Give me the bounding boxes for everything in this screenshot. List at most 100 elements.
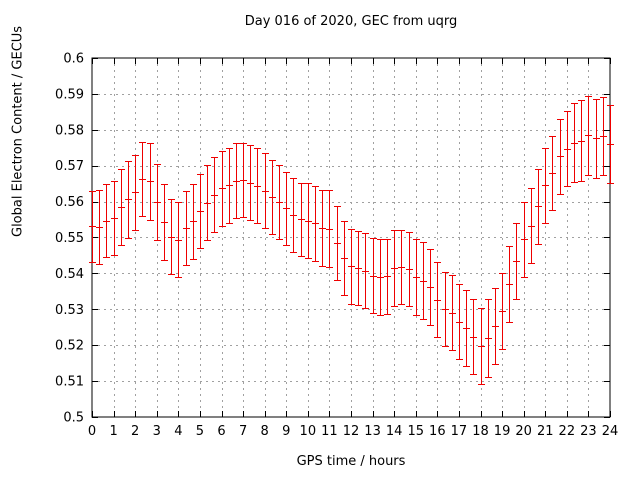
error-bar	[406, 232, 413, 307]
x-tick-labels: 0 1 2 3 4 5 6 7 8 9 10 11 12 13 14 15 16 17 18 19 20 21 22 23 24	[88, 424, 618, 439]
error-bar	[233, 143, 240, 219]
svg-text:9: 9	[282, 424, 290, 439]
axis-ticks	[92, 58, 611, 418]
error-bar	[175, 202, 182, 278]
error-bar	[470, 299, 477, 375]
svg-text:0.6: 0.6	[63, 52, 84, 67]
svg-text:0.53: 0.53	[55, 303, 84, 318]
y-tick-labels: 0.5 0.51 0.52 0.53 0.54 0.55 0.56 0.57 0.58 0.59 0…	[55, 52, 84, 426]
error-bar	[571, 103, 578, 183]
svg-text:0.51: 0.51	[55, 375, 84, 390]
error-bar	[434, 262, 441, 338]
svg-text:1: 1	[109, 424, 117, 439]
svg-text:0.58: 0.58	[55, 123, 84, 138]
error-bar	[96, 190, 103, 265]
error-bar	[478, 308, 485, 385]
error-bar	[168, 199, 175, 275]
error-bar	[305, 183, 312, 259]
error-bar	[370, 238, 377, 314]
svg-text:10: 10	[300, 424, 317, 439]
error-bar	[262, 153, 269, 229]
svg-text:0.59: 0.59	[55, 87, 84, 102]
error-bar	[485, 299, 492, 378]
error-bar	[362, 233, 369, 309]
error-bar	[269, 160, 276, 235]
error-bar	[499, 273, 506, 350]
error-bar	[240, 143, 247, 218]
error-bar	[276, 165, 283, 240]
svg-text:15: 15	[407, 424, 424, 439]
error-bar	[139, 142, 146, 217]
error-bar	[600, 97, 607, 176]
error-bar	[398, 230, 405, 305]
error-bar	[585, 96, 592, 176]
svg-text:14: 14	[386, 424, 403, 439]
svg-text:12: 12	[343, 424, 360, 439]
error-bar	[247, 145, 254, 221]
svg-text:0.56: 0.56	[55, 195, 84, 210]
svg-text:18: 18	[472, 424, 489, 439]
svg-text:23: 23	[580, 424, 597, 439]
error-bar	[506, 246, 513, 323]
error-bar	[463, 290, 470, 367]
svg-text:0.52: 0.52	[55, 339, 84, 354]
svg-text:6: 6	[217, 424, 225, 439]
svg-text:21: 21	[537, 424, 554, 439]
error-bar	[154, 164, 161, 241]
error-bar	[593, 99, 600, 179]
svg-text:17: 17	[451, 424, 468, 439]
error-bar	[348, 229, 355, 305]
error-bar	[118, 169, 125, 246]
svg-text:20: 20	[515, 424, 532, 439]
error-bar	[190, 184, 197, 260]
error-bar	[442, 272, 449, 347]
error-bar	[111, 181, 118, 256]
error-bar	[377, 239, 384, 316]
error-bar	[89, 191, 96, 263]
error-bar	[226, 148, 233, 224]
error-bar	[103, 184, 110, 258]
svg-text:0: 0	[88, 424, 96, 439]
svg-text:13: 13	[364, 424, 381, 439]
svg-text:0.5: 0.5	[63, 411, 84, 426]
error-bar	[557, 119, 564, 195]
svg-text:24: 24	[602, 424, 619, 439]
error-bar	[312, 186, 319, 262]
error-bar	[384, 239, 391, 315]
error-bar	[326, 190, 333, 268]
svg-text:3: 3	[153, 424, 161, 439]
x-axis-label: GPS time / hours	[296, 454, 406, 469]
svg-text:22: 22	[559, 424, 576, 439]
error-bar	[535, 169, 542, 245]
svg-text:7: 7	[239, 424, 247, 439]
svg-text:0.54: 0.54	[55, 267, 84, 282]
svg-text:4: 4	[174, 424, 182, 439]
svg-text:16: 16	[429, 424, 446, 439]
error-bar	[521, 202, 528, 278]
svg-text:8: 8	[261, 424, 269, 439]
error-bar	[132, 155, 139, 231]
gec-errorbar-series	[89, 96, 614, 385]
error-bar	[549, 136, 556, 211]
error-bar	[211, 157, 218, 233]
svg-text:11: 11	[321, 424, 338, 439]
error-bar	[449, 275, 456, 351]
error-bar	[219, 151, 226, 227]
error-bar	[355, 231, 362, 306]
error-bar	[204, 165, 211, 241]
error-bar	[161, 184, 168, 261]
chart-title: Day 016 of 2020, GEC from uqrg	[244, 14, 458, 29]
error-bar	[391, 230, 398, 307]
error-bar	[528, 188, 535, 264]
error-bar	[283, 172, 290, 246]
error-bar	[147, 143, 154, 221]
svg-text:0.57: 0.57	[55, 159, 84, 174]
error-bar	[183, 191, 190, 266]
error-bar	[290, 178, 297, 253]
svg-text:19: 19	[494, 424, 511, 439]
error-bar	[420, 242, 427, 320]
error-bar	[341, 221, 348, 296]
error-bar	[197, 174, 204, 249]
error-bar	[413, 239, 420, 316]
